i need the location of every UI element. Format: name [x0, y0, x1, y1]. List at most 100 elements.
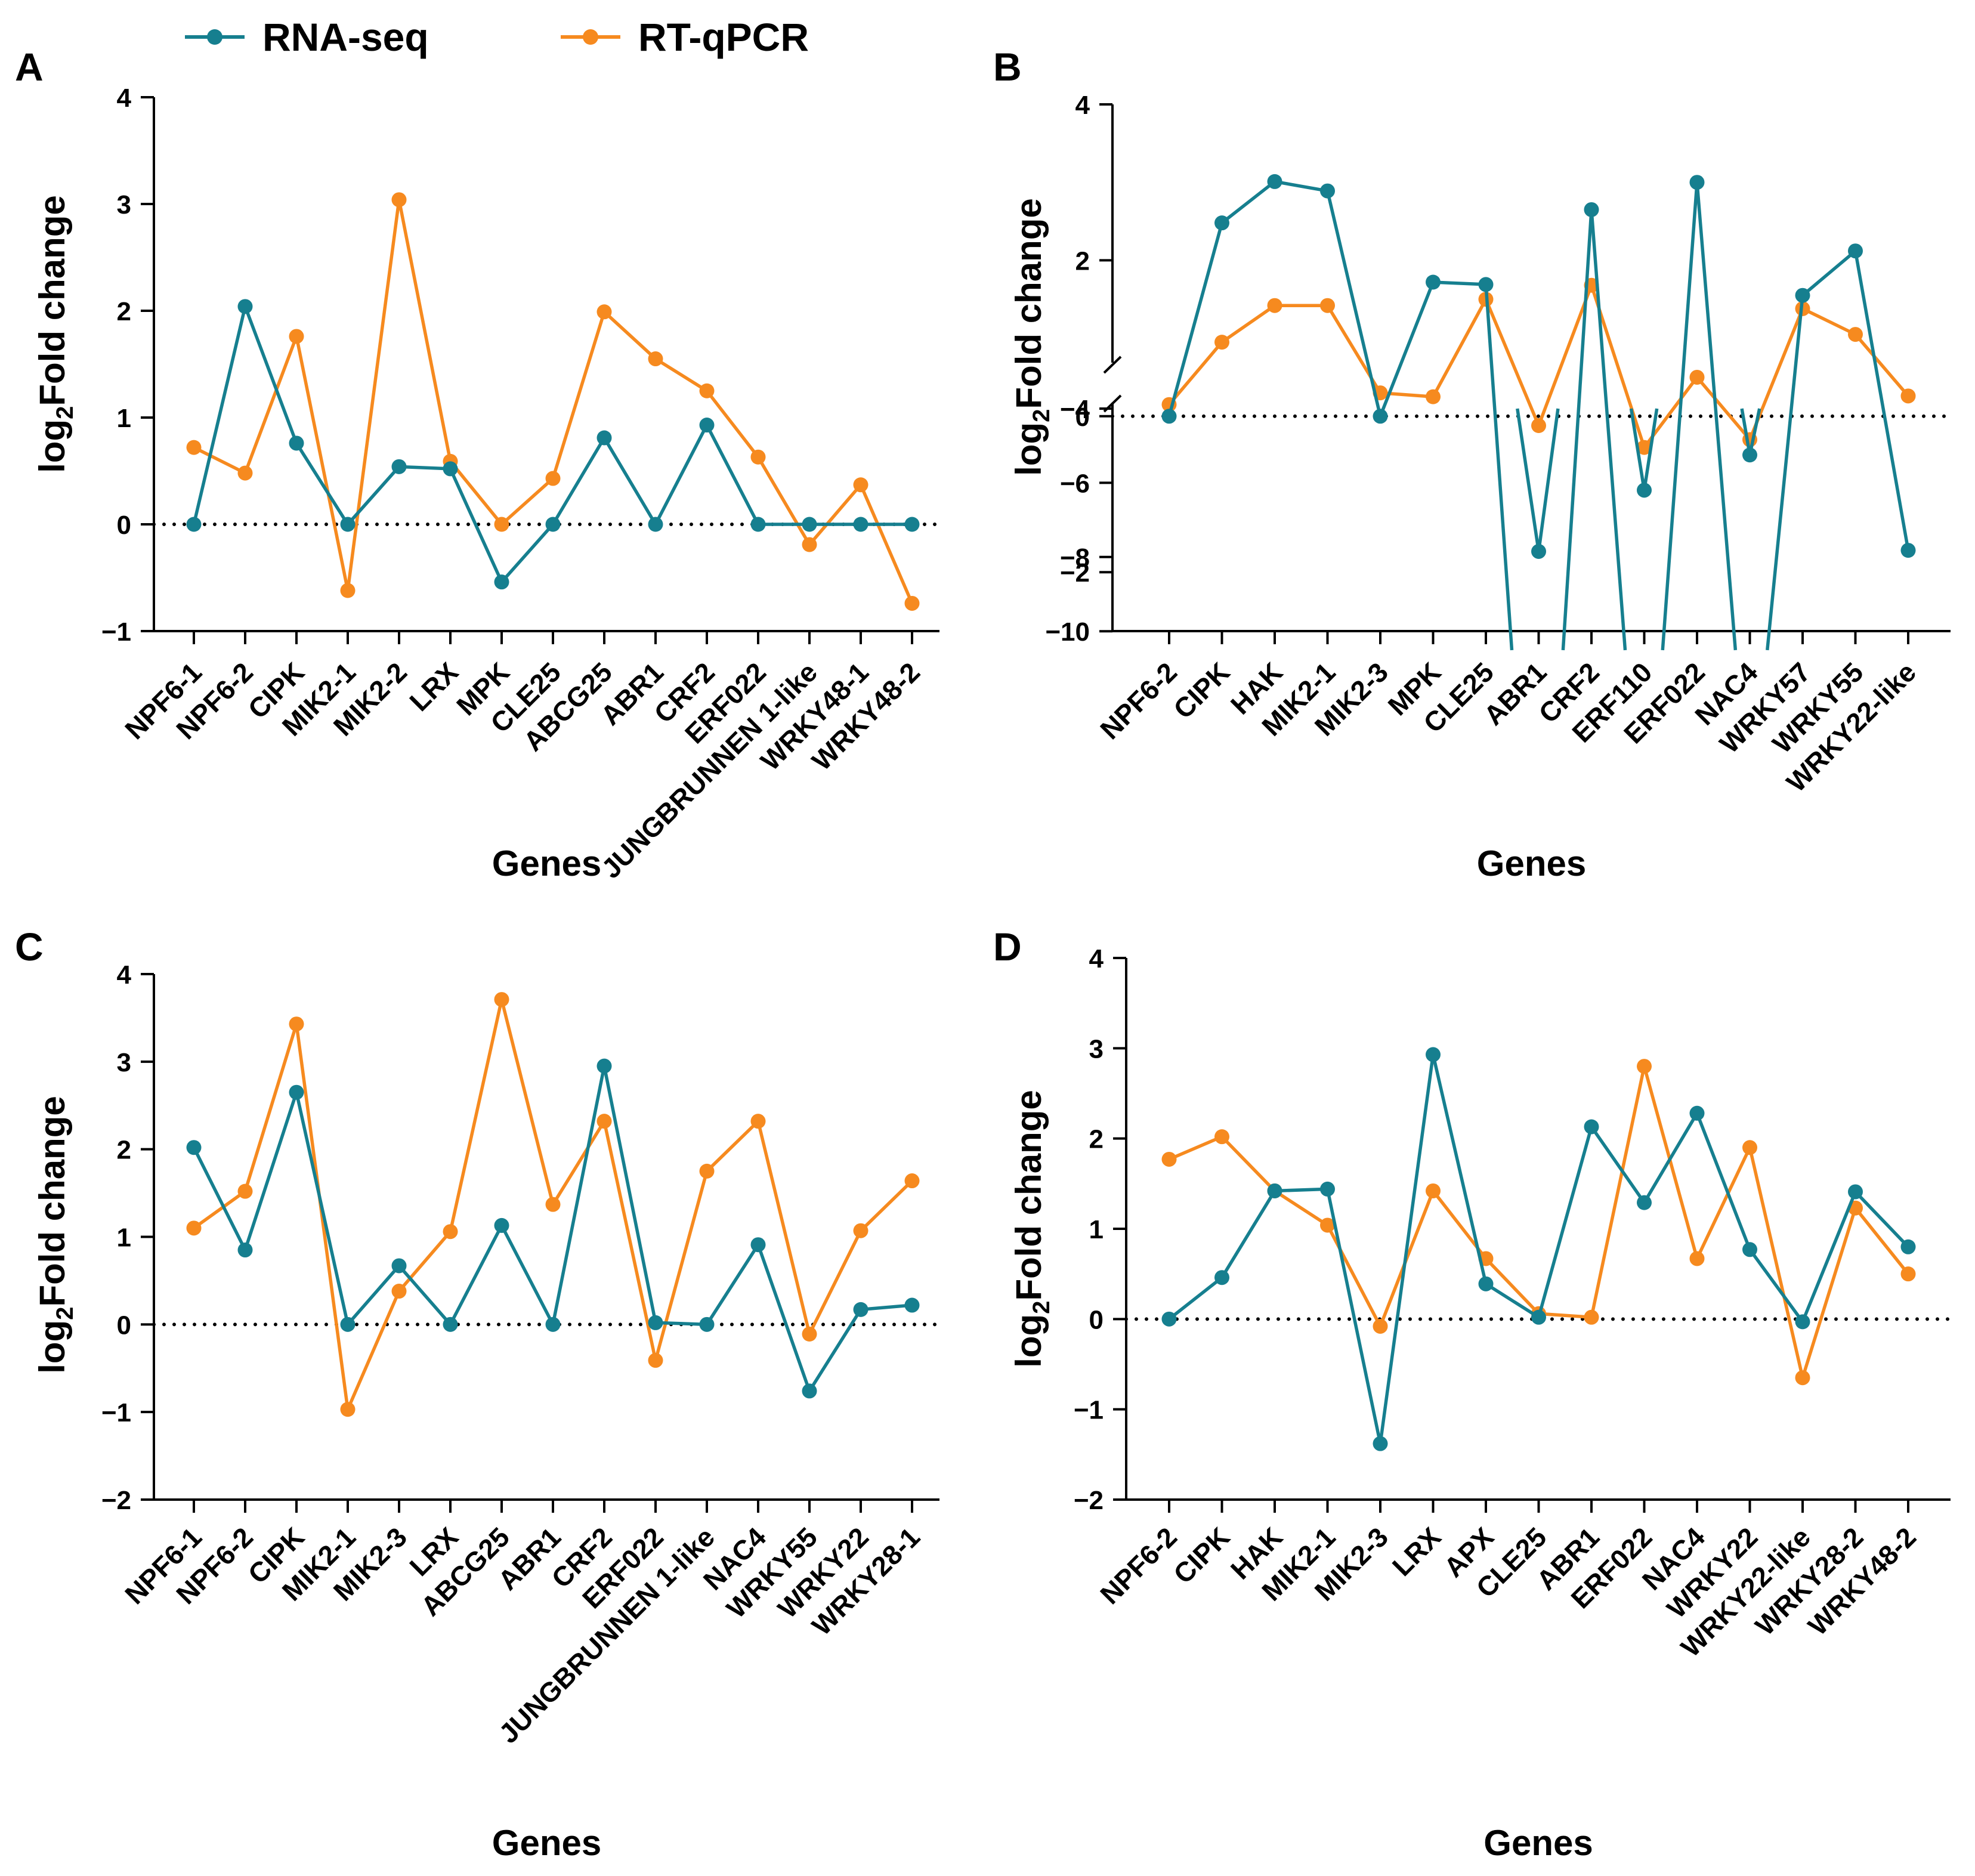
data-point — [1426, 389, 1441, 404]
y-axis-title-subscript: 2 — [1028, 1301, 1055, 1314]
series-segment — [706, 1120, 759, 1173]
data-point — [1161, 1151, 1177, 1167]
y-axis-title: log2Fold change — [32, 1096, 78, 1374]
data-point — [853, 1302, 868, 1317]
series-segment — [705, 1244, 760, 1325]
series-segment — [500, 1225, 555, 1325]
series-segment — [705, 424, 760, 526]
series-segment — [1695, 182, 1738, 651]
series-segment — [1379, 281, 1435, 417]
series-segment — [397, 1265, 452, 1326]
legend-label: RT-qPCR — [638, 15, 809, 59]
series-segment — [1274, 180, 1328, 193]
legend-label: RNA-seq — [262, 15, 429, 59]
series-segment — [397, 1230, 452, 1293]
y-axis-title-rest: Fold change — [1009, 1090, 1049, 1300]
gene-label: CIPK — [1167, 1521, 1235, 1589]
series-segment — [1325, 1188, 1382, 1444]
panel-letter: B — [993, 45, 1022, 89]
series-segment — [551, 1065, 606, 1325]
data-point — [1161, 1311, 1177, 1327]
series-segment — [551, 437, 606, 526]
data-point — [186, 1140, 202, 1155]
data-point — [1742, 1242, 1757, 1257]
series-segment — [1748, 1147, 1804, 1379]
series-segment — [654, 424, 709, 526]
data-point — [1426, 1183, 1441, 1198]
series-segment — [398, 465, 451, 471]
legend-entry-rt-qpcr: RT-qPCR — [561, 15, 809, 59]
data-point — [289, 435, 304, 451]
data-point — [391, 1258, 407, 1274]
panel-a: A−101234NPF6-1NPF6-2CIPKMIK2-1MIK2-2LRXM… — [15, 45, 941, 884]
series-segment — [1167, 222, 1224, 417]
series-segment — [500, 999, 555, 1205]
data-point — [289, 1084, 304, 1100]
series-segment — [243, 1023, 298, 1192]
series-segment — [808, 483, 863, 546]
y-tick-label: 2 — [117, 1136, 131, 1165]
series-segment — [346, 1265, 401, 1326]
data-point — [186, 1220, 202, 1236]
data-point — [1320, 183, 1335, 199]
series-segment — [1740, 408, 1752, 456]
series-segment — [705, 390, 760, 458]
series-segment — [1642, 1065, 1699, 1259]
data-point — [904, 595, 920, 611]
series-segment — [1853, 251, 1910, 551]
data-point — [289, 1016, 304, 1032]
series-segment — [1854, 1191, 1909, 1248]
y-tick-label: 1 — [117, 1223, 131, 1253]
series-segment — [1661, 182, 1699, 651]
series-segment — [193, 1189, 246, 1230]
y-axis-title-log: log — [1009, 1314, 1049, 1368]
y-axis-title-subscript: 2 — [52, 406, 78, 419]
y-tick-label: 0 — [117, 1311, 131, 1340]
data-point — [1637, 1059, 1652, 1074]
series-segment — [1801, 307, 1856, 336]
gene-label: LRX — [403, 656, 464, 717]
data-point — [1848, 327, 1863, 342]
data-point — [494, 574, 509, 590]
y-tick-label: 3 — [1089, 1034, 1104, 1064]
data-point — [237, 1243, 253, 1258]
data-point — [699, 418, 715, 433]
series-segment — [1590, 1126, 1646, 1204]
legend-marker — [583, 29, 598, 45]
series-segment — [1695, 1146, 1751, 1260]
data-point — [1900, 1266, 1916, 1282]
data-point — [1689, 1105, 1705, 1121]
series-segment — [449, 460, 503, 526]
data-point — [340, 1316, 356, 1332]
data-point — [1373, 1436, 1388, 1451]
series-rt-qpcr — [1161, 1059, 1916, 1386]
series-segment — [1854, 1207, 1910, 1275]
data-point — [237, 299, 253, 314]
x-axis-title: Genes — [492, 843, 601, 883]
y-tick-label: 4 — [117, 84, 132, 113]
data-point — [1795, 1370, 1810, 1386]
data-point — [802, 1326, 817, 1342]
data-point — [443, 1316, 458, 1332]
y-tick-label: 2 — [117, 297, 131, 326]
data-point — [1478, 1276, 1494, 1291]
data-point — [1373, 1318, 1388, 1334]
series-segment — [1274, 1189, 1328, 1227]
series-rna-seq — [186, 299, 920, 590]
data-point — [1795, 1314, 1810, 1330]
x-axis-title: Genes — [1483, 1823, 1593, 1863]
data-point — [1900, 388, 1916, 404]
data-point — [1478, 277, 1494, 292]
data-point — [1637, 1195, 1652, 1210]
series-segment — [1168, 1276, 1223, 1321]
data-point — [1320, 1217, 1335, 1233]
data-point — [545, 1197, 561, 1212]
series-segment — [1484, 284, 1514, 651]
y-tick-label: −6 — [1060, 469, 1090, 498]
data-point — [802, 517, 817, 532]
y-tick-label: −8 — [1060, 543, 1090, 573]
data-point — [545, 471, 561, 486]
data-point — [596, 304, 612, 320]
y-axis-title-rest: Fold change — [1009, 198, 1049, 409]
series-segment — [808, 1229, 863, 1335]
